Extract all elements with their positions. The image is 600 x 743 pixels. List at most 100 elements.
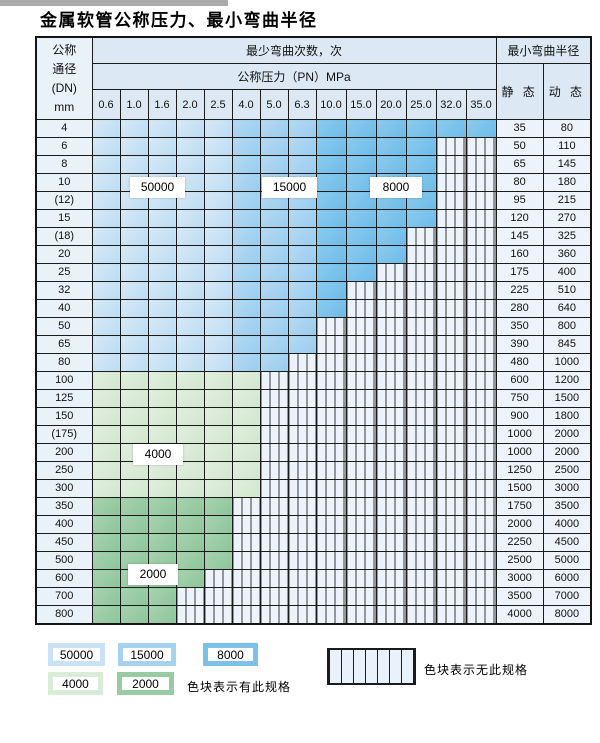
no-spec-cell <box>259 533 289 552</box>
no-spec-cell <box>287 497 317 516</box>
no-spec-cell <box>435 371 467 390</box>
no-spec-cell <box>405 371 437 390</box>
spec-cell <box>175 227 205 246</box>
spec-cell <box>91 587 121 606</box>
dn-cell: 10 <box>35 173 93 192</box>
spec-cell <box>119 119 149 138</box>
spec-cell <box>259 245 289 264</box>
spec-cell <box>203 461 233 480</box>
dynamic-radius-cell: 270 <box>542 209 592 228</box>
spec-cell <box>203 443 233 462</box>
static-radius-cell: 225 <box>495 281 544 300</box>
dn-cell: 300 <box>35 479 93 498</box>
spec-cell <box>147 371 177 390</box>
static-radius-cell: 2000 <box>495 515 544 534</box>
spec-cell <box>175 353 205 372</box>
spec-cell <box>119 407 149 426</box>
spec-row-dn-150: 150 900 1800 <box>35 407 592 426</box>
spec-cell <box>231 227 261 246</box>
dynamic-radius-cell: 2000 <box>542 443 592 462</box>
spec-cell <box>175 389 205 408</box>
no-spec-cell <box>315 335 347 354</box>
spec-cell <box>203 515 233 534</box>
spec-cell <box>259 263 289 282</box>
spec-cell <box>91 515 121 534</box>
static-radius-cell: 145 <box>495 227 544 246</box>
spec-cell <box>259 335 289 354</box>
cycles-annotation-8000: 8000 <box>370 177 422 198</box>
spec-cell <box>203 173 233 192</box>
spec-cell <box>203 245 233 264</box>
spec-cell <box>175 533 205 552</box>
spec-cell <box>119 371 149 390</box>
spec-cell <box>119 227 149 246</box>
legend-swatch-15000: 15000 <box>118 643 176 666</box>
spec-cell <box>119 425 149 444</box>
spec-cell <box>91 173 121 192</box>
pressure-header: 公称压力（PN）MPa <box>91 63 497 90</box>
dynamic-column-header: 动 态 <box>542 63 592 120</box>
dn-cell: 600 <box>35 569 93 588</box>
no-spec-cell <box>345 407 377 426</box>
no-spec-cell <box>287 551 317 570</box>
no-spec-cell <box>315 461 347 480</box>
spec-cell <box>405 209 437 228</box>
spec-cell <box>315 263 347 282</box>
legend-swatch-50000: 50000 <box>48 643 105 666</box>
no-spec-cell <box>375 497 407 516</box>
spec-cell <box>119 353 149 372</box>
no-spec-cell <box>465 407 497 426</box>
dynamic-radius-cell: 3000 <box>542 479 592 498</box>
spec-cell <box>91 317 121 336</box>
spec-row-dn-25: 25 175 400 <box>35 263 592 282</box>
spec-cell <box>203 551 233 570</box>
no-spec-cell <box>405 245 437 264</box>
dn-cell: 500 <box>35 551 93 570</box>
no-spec-cell <box>231 569 261 588</box>
dn-cell: 700 <box>35 587 93 606</box>
legend-has-spec-note: 色块表示有此规格 <box>187 680 292 694</box>
dn-cell: 400 <box>35 515 93 534</box>
no-spec-cell <box>435 461 467 480</box>
no-spec-cell <box>345 335 377 354</box>
no-spec-cell <box>175 605 205 625</box>
spec-cell <box>231 443 261 462</box>
no-spec-cell <box>259 389 289 408</box>
spec-row-dn-125: 125 750 1500 <box>35 389 592 408</box>
no-spec-cell <box>259 371 289 390</box>
spec-cell <box>119 299 149 318</box>
legend-label-50000: 50000 <box>59 648 94 662</box>
spec-cell <box>405 137 437 156</box>
spec-cell <box>231 299 261 318</box>
legend-no-spec-swatch <box>327 648 416 685</box>
spec-cell <box>175 425 205 444</box>
no-spec-cell <box>287 407 317 426</box>
no-spec-cell <box>375 263 407 282</box>
no-spec-cell <box>465 353 497 372</box>
spec-cell <box>119 281 149 300</box>
static-radius-cell: 3500 <box>495 587 544 606</box>
legend-no-spec-note: 色块表示无此规格 <box>424 663 529 677</box>
no-spec-cell <box>465 443 497 462</box>
no-spec-cell <box>465 425 497 444</box>
no-spec-cell <box>345 569 377 588</box>
static-radius-cell: 1250 <box>495 461 544 480</box>
no-spec-cell <box>405 407 437 426</box>
spec-cell <box>119 263 149 282</box>
spec-cell <box>147 299 177 318</box>
dynamic-radius-cell: 6000 <box>542 569 592 588</box>
spec-cell <box>287 209 317 228</box>
no-spec-cell <box>405 353 437 372</box>
static-radius-cell: 160 <box>495 245 544 264</box>
spec-row-dn-250: 250 1250 2500 <box>35 461 592 480</box>
spec-row-dn-40: 40 280 640 <box>35 299 592 318</box>
no-spec-cell <box>345 497 377 516</box>
spec-cell <box>91 335 121 354</box>
no-spec-cell <box>435 533 467 552</box>
no-spec-cell <box>465 461 497 480</box>
dn-cell: 125 <box>35 389 93 408</box>
no-spec-cell <box>315 389 347 408</box>
dn-cell: 100 <box>35 371 93 390</box>
dynamic-radius-cell: 1200 <box>542 371 592 390</box>
no-spec-cell <box>375 569 407 588</box>
